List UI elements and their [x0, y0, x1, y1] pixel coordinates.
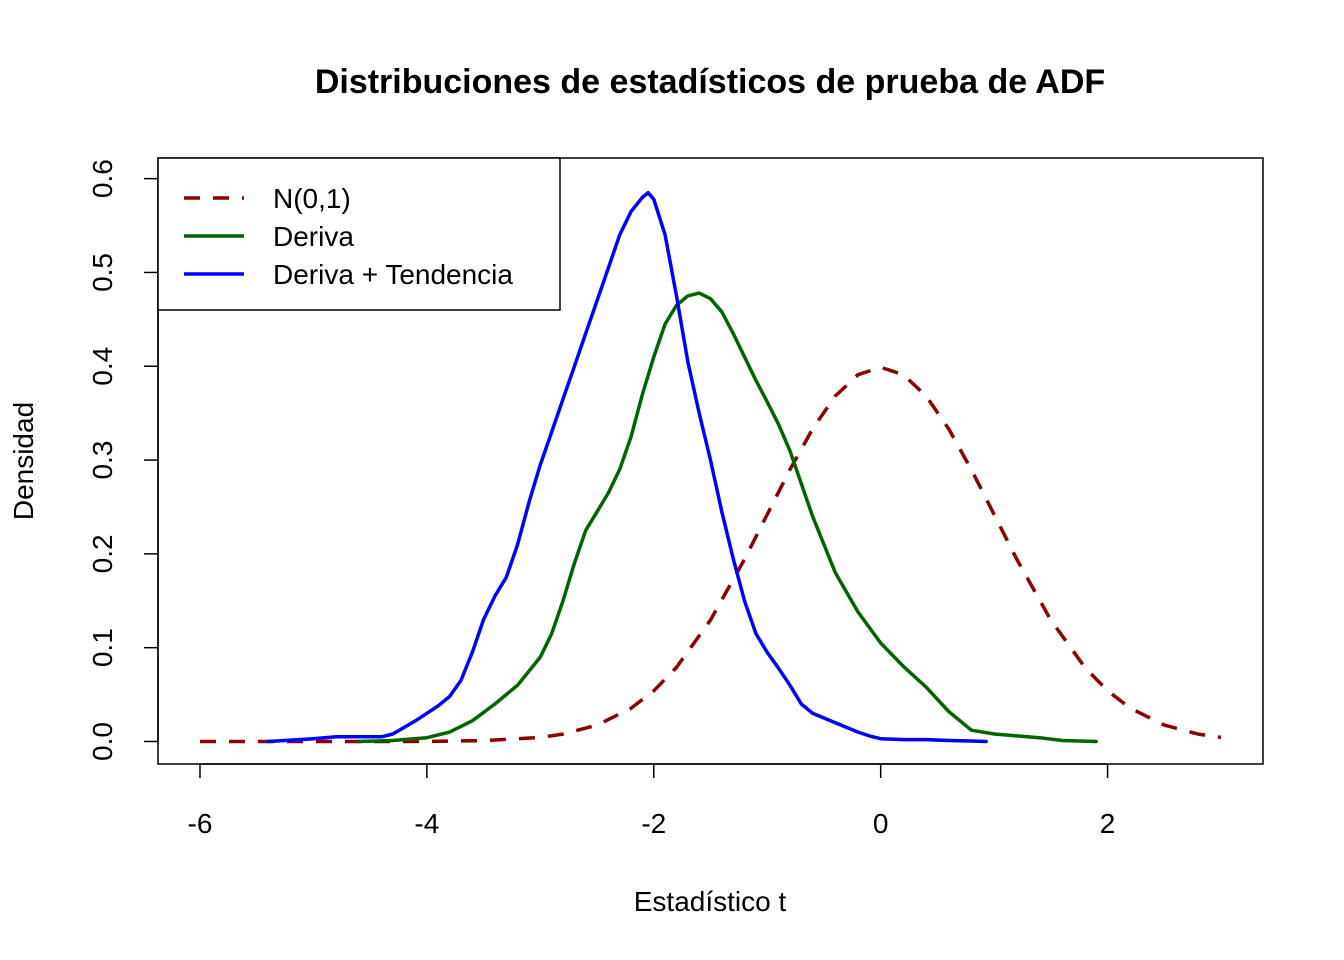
- y-tick-label: 0.2: [87, 534, 118, 573]
- x-tick-label: -4: [414, 808, 439, 839]
- series-line-0: [200, 365, 1222, 744]
- y-axis: 0.0 0.1 0.2 0.3 0.4 0.5 0.6: [87, 159, 159, 761]
- series-line-1: [357, 291, 1098, 744]
- y-axis-title: Densidad: [8, 402, 39, 520]
- y-tick-label: 0.3: [87, 441, 118, 480]
- legend: N(0,1) Deriva Deriva + Tendencia: [157, 157, 561, 311]
- x-tick-label: -6: [188, 808, 213, 839]
- y-tick-label: 0.4: [87, 347, 118, 386]
- y-tick-label: 0.1: [87, 628, 118, 667]
- x-axis-title: Estadístico t: [634, 886, 787, 917]
- x-tick-label: 2: [1100, 808, 1116, 839]
- x-tick-label: 0: [873, 808, 889, 839]
- legend-label: N(0,1): [273, 183, 351, 214]
- x-tick-label: -2: [641, 808, 666, 839]
- legend-box: [157, 157, 561, 311]
- legend-label: Deriva + Tendencia: [273, 259, 513, 290]
- y-tick-label: 0.0: [87, 722, 118, 761]
- legend-label: Deriva: [273, 221, 354, 252]
- y-tick-label: 0.5: [87, 253, 118, 292]
- y-tick-label: 0.6: [87, 159, 118, 198]
- series-line-2: [266, 190, 988, 744]
- chart-title: Distribuciones de estadísticos de prueba…: [315, 63, 1105, 101]
- series-layer: [200, 190, 1222, 744]
- x-axis: -6 -4 -2 0 2: [188, 763, 1116, 839]
